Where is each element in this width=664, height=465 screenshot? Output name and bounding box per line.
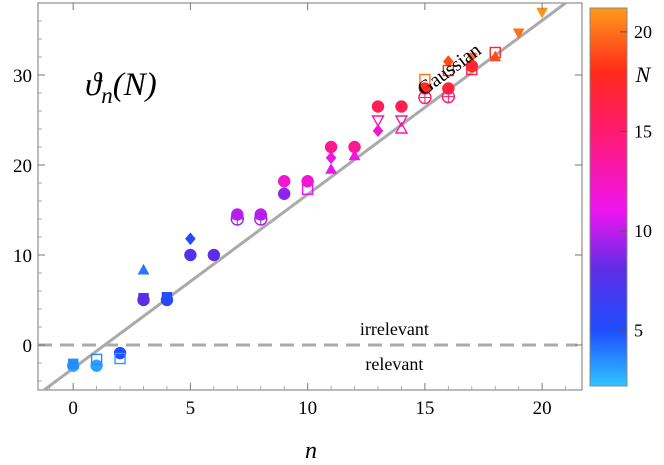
colorbar-tick-label: 15 xyxy=(634,121,652,141)
data-point-triangle xyxy=(137,263,150,275)
title-argument: (N) xyxy=(113,67,157,103)
data-point-square xyxy=(161,292,173,303)
data-point-triangle xyxy=(348,149,361,161)
data-point-circle xyxy=(301,174,314,188)
Gaussian-line xyxy=(41,3,567,390)
data-point-triangle xyxy=(489,50,502,62)
data-point-circle xyxy=(277,187,291,201)
data-point-circle xyxy=(90,359,103,372)
data-point-square xyxy=(301,183,314,196)
data-point-triangle-down xyxy=(394,115,409,128)
colorbar-tick-label: 20 xyxy=(634,22,652,42)
data-point-circle xyxy=(465,59,479,73)
data-point-circle xyxy=(395,100,408,113)
x-tick-label: 20 xyxy=(533,398,552,419)
data-point-triangle-down xyxy=(371,115,385,128)
data-point-square xyxy=(90,353,103,366)
data-point-triangle xyxy=(325,162,338,174)
y-tick-label: 0 xyxy=(23,336,33,357)
data-point-circle xyxy=(277,174,291,188)
colorbar-tick-label: 10 xyxy=(634,221,652,241)
data-point-diamond xyxy=(443,55,454,68)
x-tick-label: 0 xyxy=(68,398,78,419)
data-point-circle xyxy=(207,248,221,262)
irrelevant-label: irrelevant xyxy=(360,319,429,339)
data-point-triangle xyxy=(394,121,409,134)
data-point-circle xyxy=(184,248,197,262)
data-point-circle xyxy=(324,140,338,154)
data-point-circle xyxy=(371,100,385,113)
colorbar-label: N xyxy=(635,62,652,87)
x-tick-label: 15 xyxy=(415,398,434,419)
data-point-triangle-down xyxy=(465,52,478,64)
data-point-square xyxy=(466,63,478,76)
relevant-label: relevant xyxy=(365,354,423,374)
data-point-triangle-down xyxy=(512,28,525,40)
data-point-square xyxy=(442,64,455,77)
title-subscript: n xyxy=(101,83,113,108)
chart-title: ϑn(N) xyxy=(85,67,157,108)
y-tick-label: 20 xyxy=(13,156,32,177)
y-tick-label: 30 xyxy=(13,66,32,87)
colorbar xyxy=(589,7,628,387)
colorbar-tick-label: 5 xyxy=(634,320,643,340)
data-point-circle xyxy=(137,293,150,307)
x-axis-label: n xyxy=(305,438,317,464)
data-point-square xyxy=(114,352,126,365)
x-tick-label: 5 xyxy=(186,398,196,419)
x-tick-label: 10 xyxy=(298,398,317,419)
y-tick-label: 10 xyxy=(13,246,32,267)
data-point-diamond xyxy=(185,232,196,246)
title-main: ϑ xyxy=(85,67,103,103)
data-point-square xyxy=(67,358,79,370)
data-point-diamond xyxy=(372,124,384,138)
